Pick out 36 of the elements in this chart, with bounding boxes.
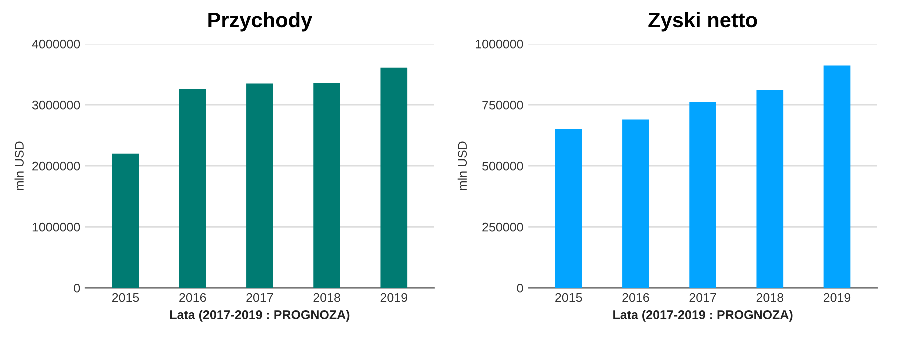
y-tick-label: 2000000 bbox=[32, 162, 80, 171]
bar bbox=[380, 68, 408, 288]
y-tick-label: 1000000 bbox=[476, 40, 524, 49]
y-tick-label: 4000000 bbox=[32, 40, 80, 49]
bar bbox=[622, 120, 650, 288]
bar bbox=[179, 89, 206, 288]
x-tick-label: 2019 bbox=[380, 293, 408, 302]
bar bbox=[756, 90, 784, 288]
y-tick-label: 500000 bbox=[482, 162, 524, 171]
bar bbox=[112, 154, 140, 288]
y-axis-title: mln USD bbox=[458, 142, 468, 190]
x-tick-label: 2019 bbox=[824, 293, 851, 302]
x-axis-title: Lata (2017-2019 : PROGNOZA) bbox=[170, 310, 350, 322]
bar bbox=[314, 83, 340, 288]
bar bbox=[555, 130, 582, 288]
y-tick-label: 750000 bbox=[482, 100, 524, 110]
bar bbox=[824, 66, 851, 288]
x-tick-label: 2018 bbox=[756, 293, 784, 302]
y-tick-label: 3000000 bbox=[32, 100, 80, 110]
bar bbox=[246, 84, 274, 288]
y-tick-label: 0 bbox=[74, 284, 80, 293]
x-tick-label: 2015 bbox=[556, 293, 582, 302]
x-tick-label: 2015 bbox=[112, 293, 140, 302]
y-tick-label: 0 bbox=[517, 284, 524, 293]
x-tick-label: 2017 bbox=[690, 293, 716, 302]
x-tick-label: 2016 bbox=[180, 293, 206, 302]
x-tick-label: 2016 bbox=[622, 293, 650, 302]
y-axis-title: mln USD bbox=[14, 142, 24, 190]
x-axis-title: Lata (2017-2019 : PROGNOZA) bbox=[614, 310, 793, 322]
chart-title: Przychody bbox=[208, 12, 313, 32]
bar bbox=[690, 102, 716, 288]
y-tick-label: 1000000 bbox=[32, 222, 80, 232]
x-tick-label: 2017 bbox=[246, 293, 274, 302]
chart-title: Zyski netto bbox=[648, 12, 758, 32]
x-tick-label: 2018 bbox=[314, 293, 340, 302]
y-tick-label: 250000 bbox=[482, 222, 524, 232]
